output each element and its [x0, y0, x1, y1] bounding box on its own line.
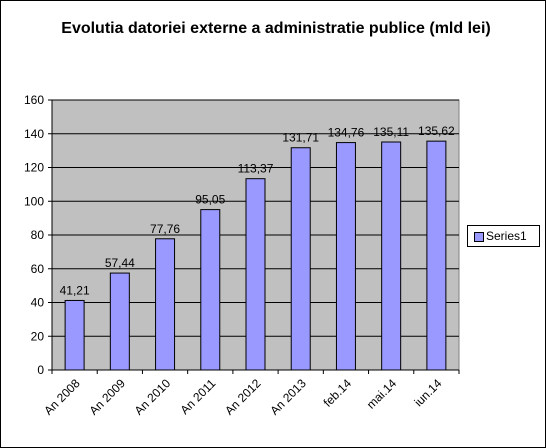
bar: [64, 299, 85, 371]
x-tick-label: An 2012: [222, 376, 264, 418]
bar: [245, 178, 266, 371]
legend: Series1: [467, 225, 540, 247]
data-label: 77,76: [150, 222, 180, 236]
data-label: 95,05: [195, 193, 225, 207]
bar: [155, 238, 176, 371]
y-tick-label: 100: [24, 194, 44, 208]
legend-swatch-series1: [474, 232, 484, 242]
y-tick-label: 80: [31, 228, 45, 242]
x-tick-label: An 2008: [41, 376, 83, 418]
x-axis-tick-labels: An 2008 An 2009 An 2010 An 2011 An 2012 An 20…: [41, 370, 460, 418]
bar: [381, 141, 402, 371]
bar: [335, 142, 356, 371]
data-label: 113,37: [238, 162, 274, 176]
x-tick-label: iun.14: [411, 376, 444, 409]
y-tick-label: 160: [24, 93, 44, 107]
data-labels: 41,21 57,44 77,76 95,05 113,37 131,71 134,76 13…: [60, 124, 455, 297]
data-label: 41,21: [60, 283, 90, 297]
y-axis-tick-labels: 0 20 40 60 80 100 120 140 160: [24, 93, 52, 377]
x-tick-label: mai.14: [364, 376, 400, 412]
y-tick-label: 140: [24, 127, 44, 141]
x-tick-label: An 2009: [86, 376, 128, 418]
x-tick-label: feb.14: [321, 376, 355, 410]
data-label: 57,44: [105, 256, 135, 270]
data-label: 135,11: [373, 125, 409, 139]
y-tick-label: 40: [31, 296, 45, 310]
x-tick-label: An 2010: [132, 376, 174, 418]
chart-title: Evolutia datoriei externe a administrati…: [61, 20, 491, 37]
y-tick-label: 0: [37, 363, 44, 377]
data-label: 131,71: [282, 131, 319, 145]
x-tick-label: An 2011: [178, 376, 219, 417]
x-tick-label: An 2013: [267, 376, 309, 418]
bar: [109, 272, 130, 371]
data-label: 135,62: [418, 124, 455, 138]
y-tick-label: 60: [31, 262, 45, 276]
legend-label-series1: Series1: [486, 229, 527, 243]
y-tick-label: 120: [24, 161, 44, 175]
bar: [290, 147, 311, 371]
bar: [200, 209, 221, 371]
data-label: 134,76: [328, 126, 365, 140]
bar: [426, 140, 447, 371]
y-tick-label: 20: [31, 329, 45, 343]
